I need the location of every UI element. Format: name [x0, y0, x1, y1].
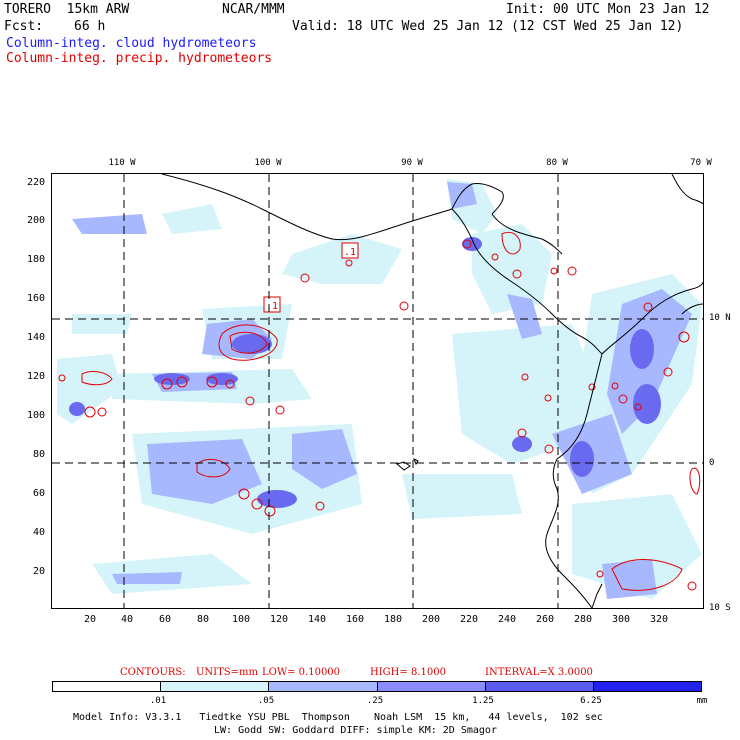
- x-tick-label: 80: [196, 614, 210, 625]
- contours-low: LOW= 0.10000: [262, 667, 341, 678]
- x-tick-label: 280: [573, 614, 593, 625]
- x-tick-label: 40: [120, 614, 134, 625]
- contours-high: HIGH= 8.1000: [370, 667, 446, 678]
- colorbar-segment: [161, 682, 270, 691]
- contour-label-box: [263, 296, 281, 313]
- y-tick-label: 180: [26, 254, 45, 265]
- x-tick-label: 300: [611, 614, 631, 625]
- model-info: Model Info: V3.3.1 Tiedtke YSU PBL Thomp…: [73, 712, 603, 723]
- contour-label-box: [341, 242, 359, 259]
- contours-units: UNITS=mm: [196, 667, 258, 678]
- lat-label: 10 N: [709, 313, 731, 323]
- colorbar-segment: [485, 682, 594, 691]
- colorbar-label: 1.25: [472, 696, 494, 706]
- init-time: Init: 00 UTC Mon 23 Jan 12: [506, 2, 710, 17]
- contour-label: .1: [344, 247, 356, 258]
- physics-info: LW: Godd SW: Goddard DIFF: simple KM: 2D…: [214, 725, 497, 736]
- y-tick-label: 100: [26, 410, 45, 421]
- org-label: NCAR/MMM: [222, 2, 285, 17]
- map-panel: .1 .1: [51, 173, 704, 609]
- forecast-hours: 66 h: [74, 19, 106, 34]
- y-tick-label: 40: [32, 527, 45, 538]
- lat-label: 0: [709, 458, 715, 468]
- y-tick-label: 140: [26, 332, 45, 343]
- map-canvas: .1 .1: [52, 174, 703, 608]
- x-tick-label: 20: [83, 614, 97, 625]
- field-precip-title: Column-integ. precip. hydrometeors: [6, 51, 273, 66]
- y-tick-label: 60: [32, 488, 45, 499]
- lat-label: 10 S: [709, 603, 731, 613]
- cloud-light-areas: [57, 179, 702, 599]
- x-tick-label: 260: [535, 614, 555, 625]
- y-tick-label: 20: [32, 566, 45, 577]
- x-tick-label: 320: [649, 614, 669, 625]
- colorbar-label: 6.25: [580, 696, 602, 706]
- colorbar-units: mm: [696, 696, 708, 706]
- y-tick-label: 80: [32, 449, 45, 460]
- precip-contours: [58, 231, 701, 591]
- cloud-dark-areas: [69, 237, 661, 508]
- x-tick-label: 200: [421, 614, 441, 625]
- contour-label: .1: [266, 301, 278, 312]
- colorbar-label: .01: [149, 696, 167, 706]
- colorbar-label: .05: [257, 696, 275, 706]
- contours-interval: INTERVAL=X 3.0000: [485, 667, 593, 678]
- lon-label: 70 W: [690, 158, 712, 168]
- lon-label: 110 W: [108, 158, 136, 168]
- colorbar-segment: [593, 682, 702, 691]
- x-tick-label: 120: [269, 614, 289, 625]
- x-tick-label: 160: [345, 614, 365, 625]
- model-title: TORERO 15km ARW: [4, 2, 130, 17]
- x-tick-label: 140: [307, 614, 327, 625]
- field-cloud-title: Column-integ. cloud hydrometeors: [6, 36, 257, 51]
- colorbar-segment: [269, 682, 378, 691]
- x-tick-label: 100: [231, 614, 251, 625]
- colorbar: [52, 681, 702, 692]
- forecast-label: Fcst:: [4, 19, 44, 34]
- lon-label: 90 W: [401, 158, 423, 168]
- colorbar-segment: [53, 682, 162, 691]
- contours-label: CONTOURS:: [120, 667, 186, 678]
- y-tick-label: 220: [26, 177, 45, 188]
- y-tick-label: 120: [26, 371, 45, 382]
- x-tick-label: 60: [158, 614, 172, 625]
- lon-label: 80 W: [546, 158, 568, 168]
- y-tick-label: 200: [26, 215, 45, 226]
- colorbar-segment: [377, 682, 486, 691]
- valid-time: Valid: 18 UTC Wed 25 Jan 12 (12 CST Wed …: [292, 19, 684, 34]
- graticule: [52, 174, 703, 608]
- y-tick-label: 160: [26, 293, 45, 304]
- x-tick-label: 180: [383, 614, 403, 625]
- x-tick-label: 240: [497, 614, 517, 625]
- x-tick-label: 220: [459, 614, 479, 625]
- lon-label: 100 W: [254, 158, 282, 168]
- colorbar-label: .25: [366, 696, 384, 706]
